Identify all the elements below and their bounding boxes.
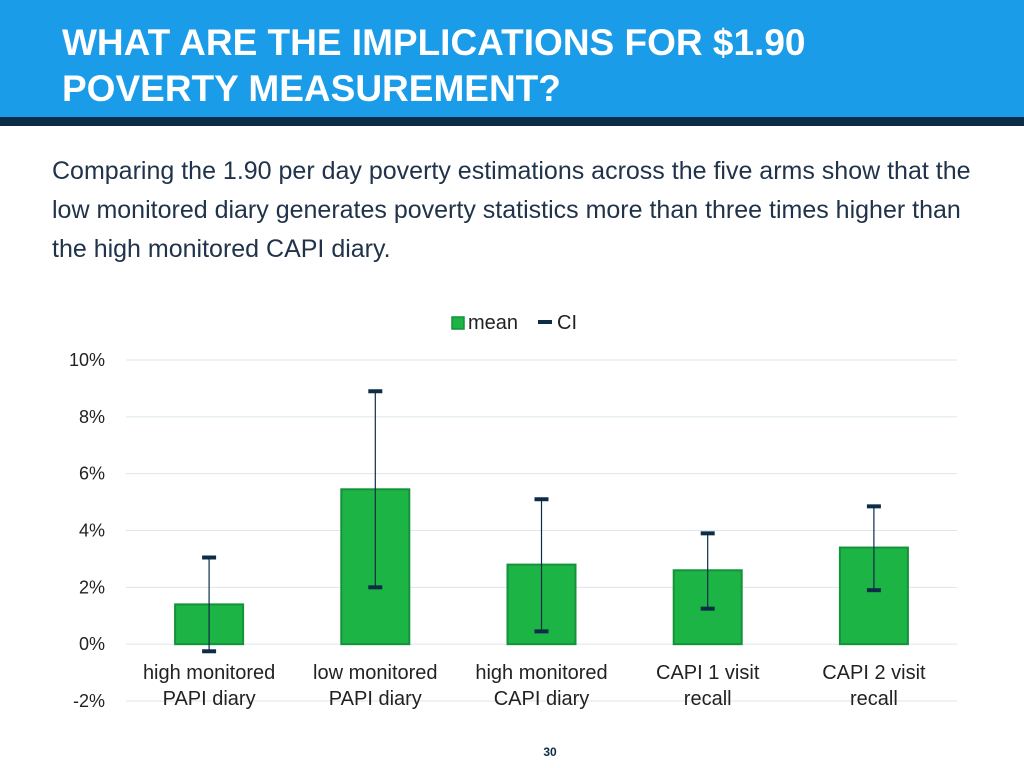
x-category-label: high monitored — [143, 662, 275, 684]
x-category-label: PAPI diary — [329, 688, 422, 710]
y-tick-label: 6% — [79, 464, 105, 484]
y-tick-label: 8% — [79, 407, 105, 427]
slide-header: WHAT ARE THE IMPLICATIONS FOR $1.90 POVE… — [0, 0, 1024, 117]
y-tick-label: -2% — [73, 691, 105, 711]
x-category-label: high monitored — [475, 662, 607, 684]
slide-body-text: Comparing the 1.90 per day poverty estim… — [52, 157, 971, 263]
header-divider — [0, 117, 1024, 126]
x-category-label: CAPI 1 visit — [656, 662, 760, 684]
y-tick-label: 2% — [79, 577, 105, 597]
x-category-label: CAPI diary — [494, 688, 590, 710]
y-tick-label: 4% — [79, 521, 105, 541]
x-category-label: PAPI diary — [163, 688, 256, 710]
y-tick-label: 0% — [79, 634, 105, 654]
x-category-label: low monitored — [313, 662, 438, 684]
legend-mean-label: mean — [468, 312, 518, 334]
x-category-label: recall — [850, 688, 898, 710]
x-category-label: recall — [684, 688, 732, 710]
slide-title-line-1: WHAT ARE THE IMPLICATIONS FOR $1.90 — [62, 22, 806, 63]
y-tick-label: 10% — [69, 350, 105, 370]
slide-title-line-2: POVERTY MEASUREMENT? — [62, 68, 561, 109]
poverty-chart: -2% 0% 2% 4% 6% 8% 10% high monitored PAPI diary… — [69, 312, 957, 711]
page-number: 30 — [543, 745, 557, 759]
x-category-label: CAPI 2 visit — [822, 662, 926, 684]
legend-mean-swatch — [451, 316, 465, 330]
slide-title: WHAT ARE THE IMPLICATIONS FOR $1.90 POVE… — [62, 20, 962, 112]
legend-ci-label: CI — [557, 312, 577, 334]
